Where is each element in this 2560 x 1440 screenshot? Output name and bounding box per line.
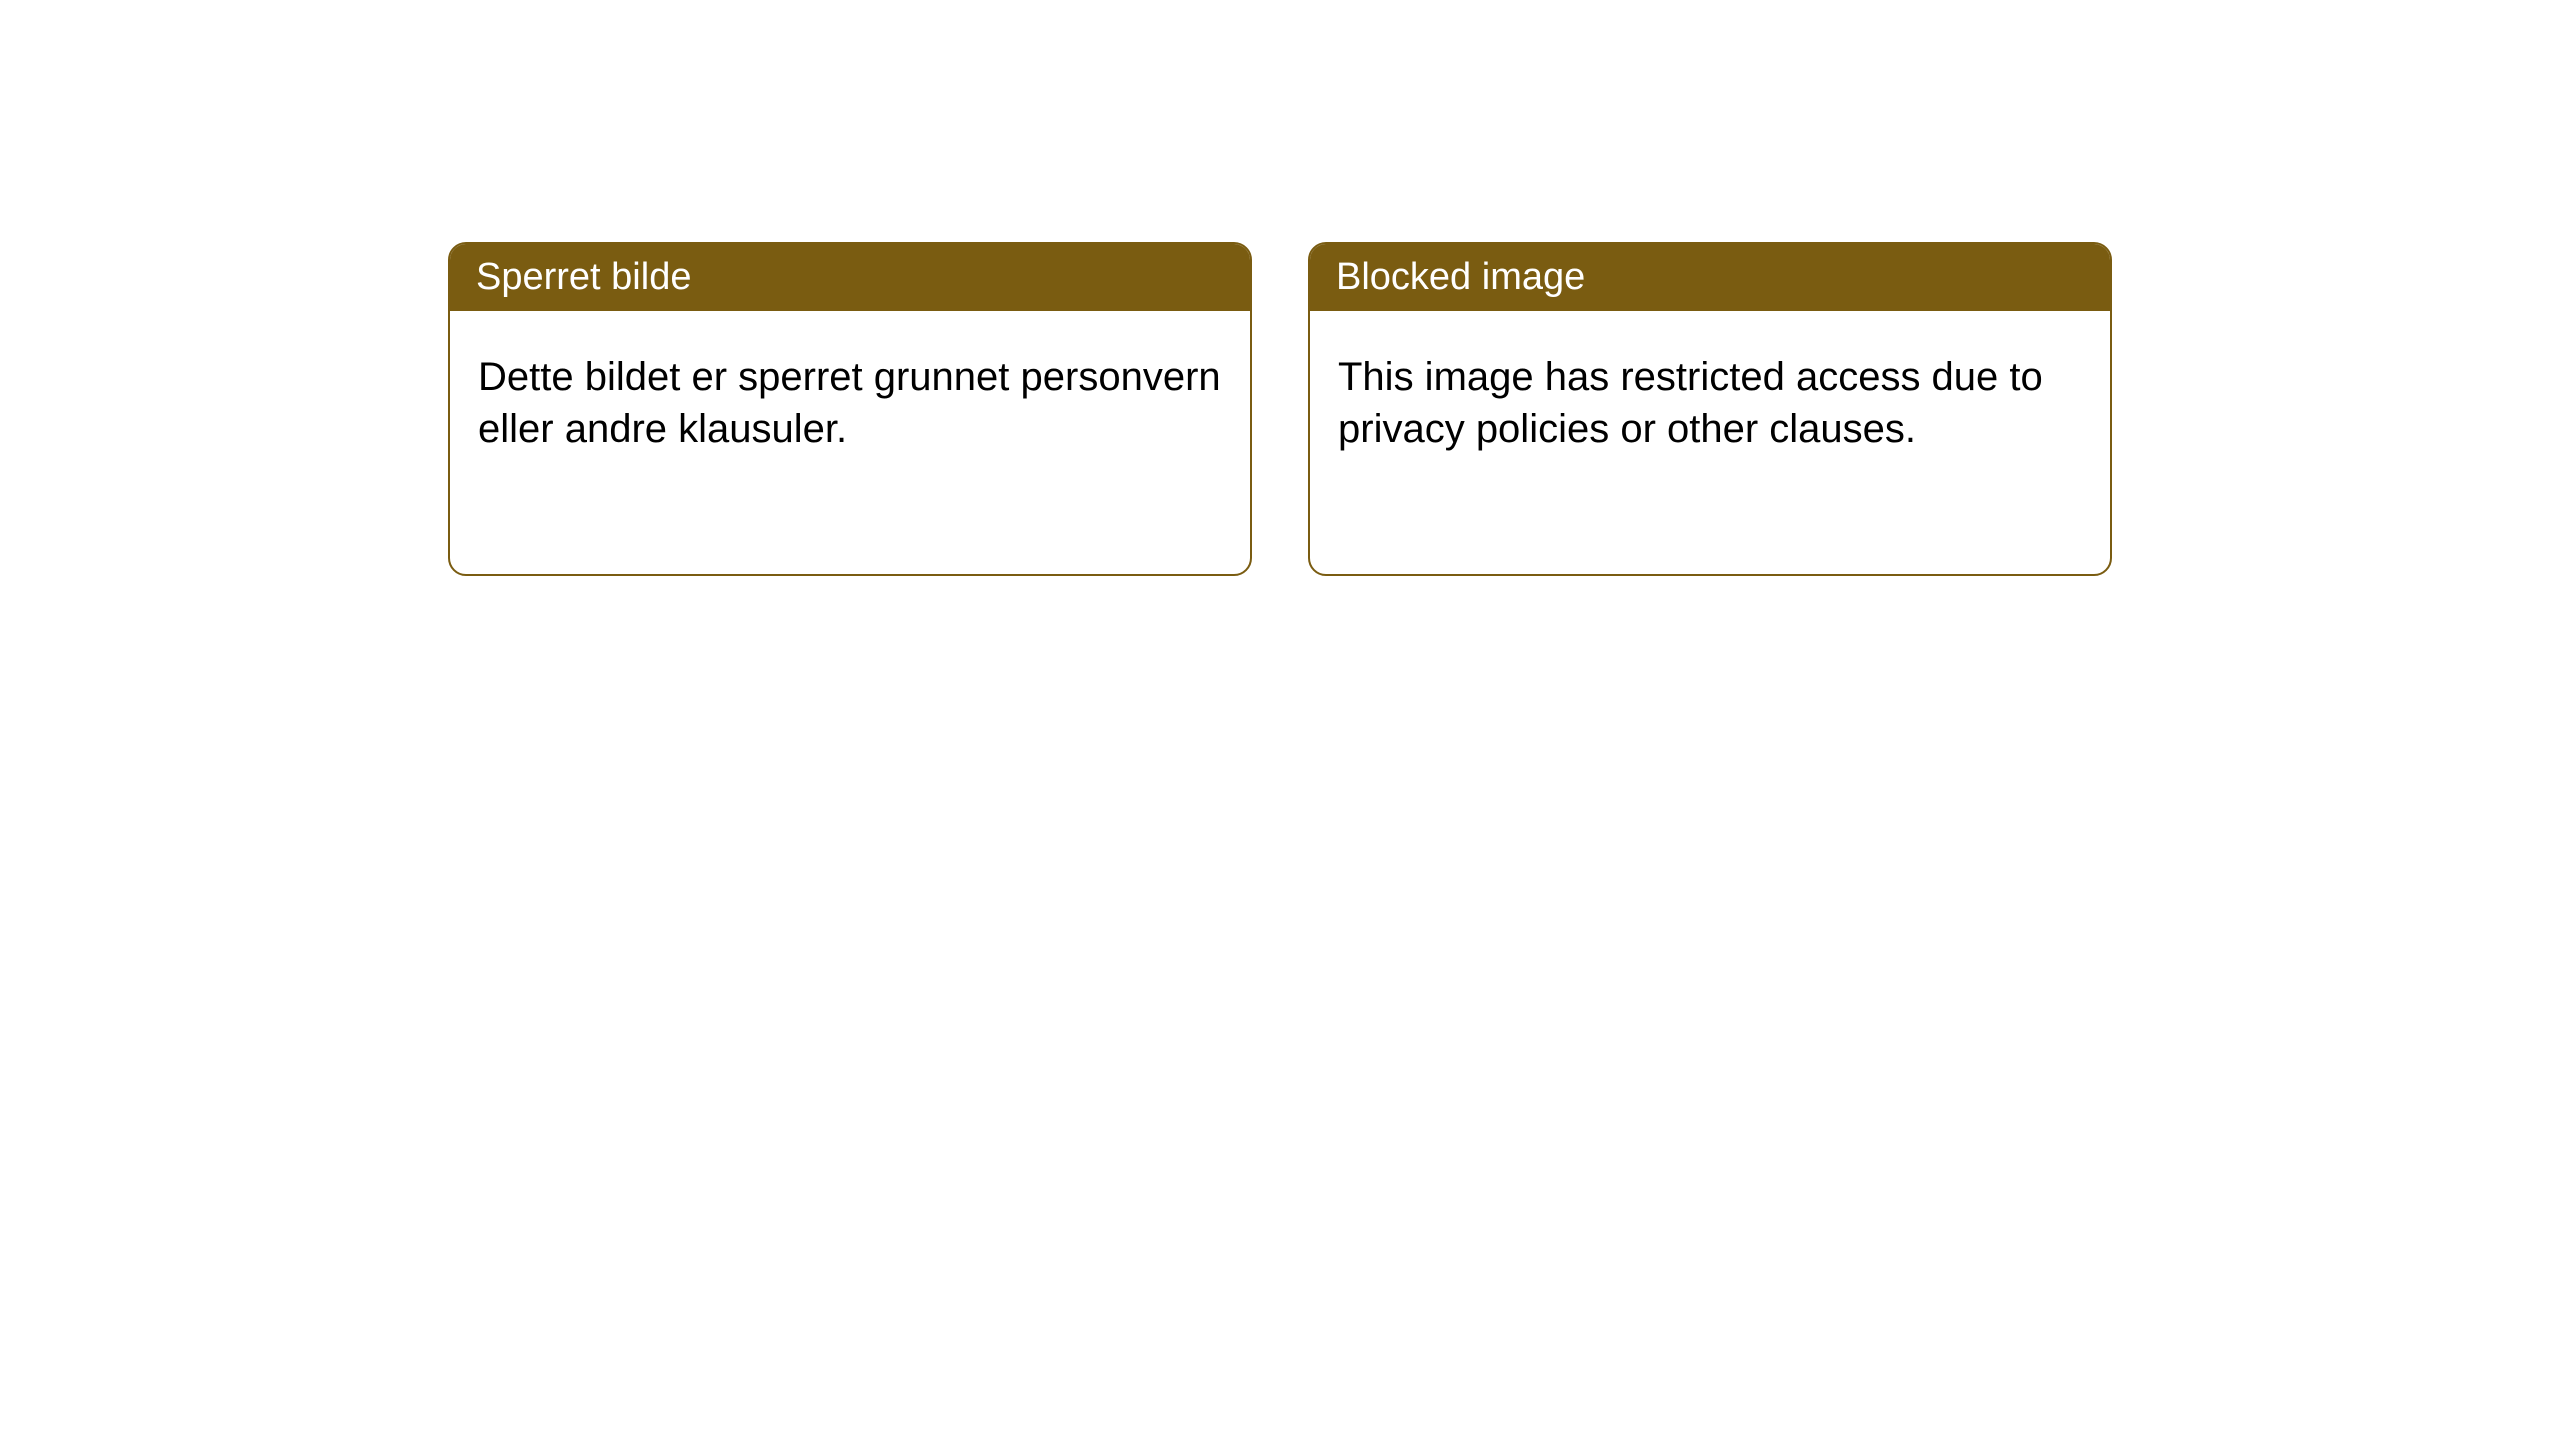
card-header: Blocked image: [1310, 244, 2110, 311]
card-header: Sperret bilde: [450, 244, 1250, 311]
card-title: Sperret bilde: [476, 256, 691, 298]
card-body: Dette bildet er sperret grunnet personve…: [450, 311, 1250, 495]
card-container: Sperret bilde Dette bildet er sperret gr…: [0, 0, 2560, 576]
card-title: Blocked image: [1336, 256, 1585, 298]
blocked-image-card-nb: Sperret bilde Dette bildet er sperret gr…: [448, 242, 1252, 576]
card-body-text: This image has restricted access due to …: [1338, 355, 2043, 451]
card-body-text: Dette bildet er sperret grunnet personve…: [478, 355, 1221, 451]
card-body: This image has restricted access due to …: [1310, 311, 2110, 495]
blocked-image-card-en: Blocked image This image has restricted …: [1308, 242, 2112, 576]
